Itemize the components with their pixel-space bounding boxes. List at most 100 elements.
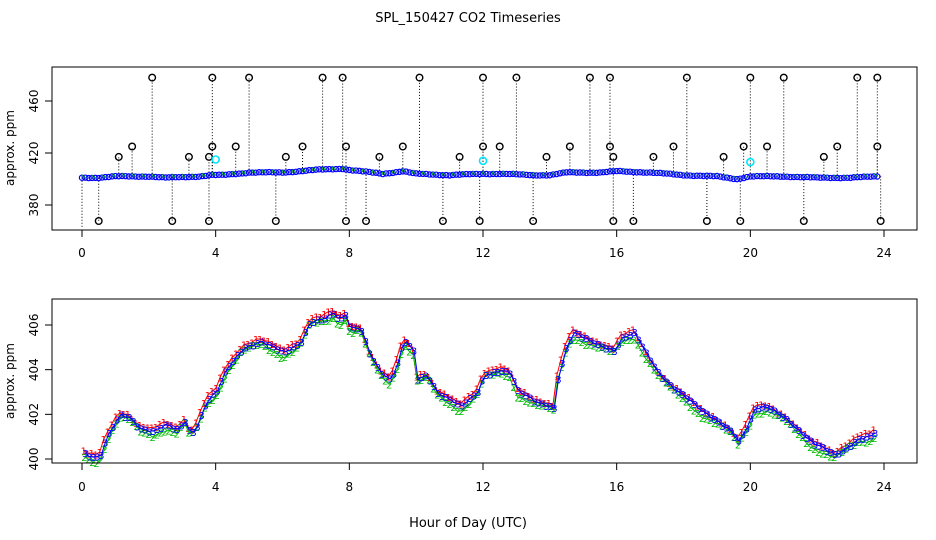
baseline-point [399,168,406,175]
series-point-2: 2 [294,344,300,355]
baseline-point [339,165,346,173]
baseline-point [336,165,343,173]
series-point-3: 3 [808,437,814,448]
series-point-3: 3 [222,367,228,378]
baseline-point [623,168,630,175]
baseline-point [626,168,634,175]
series-point-1: 1 [93,450,99,461]
baseline-point [730,175,737,183]
series-point-1: 1 [746,411,752,422]
series-point-3: 3 [303,328,309,339]
series-point-1: 1 [225,360,231,371]
series-point-3: 3 [812,440,818,451]
baseline-point [359,168,366,175]
series-point-3: 3 [708,413,714,424]
series-point-3: 3 [716,418,722,429]
baseline-point [763,172,771,180]
outlier-mid-point [739,142,748,151]
baseline-point [479,170,487,178]
series-point-2: 2 [133,422,139,433]
series-point-3: 3 [82,449,88,460]
baseline-point [596,169,604,176]
series-point-3: 3 [158,424,164,435]
baseline-point [570,169,577,176]
series-point-2: 2 [354,326,360,337]
series-point-1: 1 [201,399,207,410]
series-point-3: 3 [752,406,758,417]
baseline-point [556,170,564,177]
baseline-point [132,173,139,180]
series-point-2: 2 [350,329,356,340]
series-point-2: 2 [89,458,95,469]
baseline-point [800,173,808,181]
series-point-1: 1 [838,443,844,454]
series-point-2: 2 [831,453,837,464]
baseline-point [265,168,273,176]
baseline-point [205,172,213,179]
series-point-2: 2 [571,336,577,347]
series-point-3: 3 [251,342,257,353]
series-point-2: 2 [619,338,625,349]
baseline-point [777,173,784,180]
outlier-mid-point [565,142,574,151]
series-point-1: 1 [105,427,111,438]
series-point-2: 2 [438,394,444,405]
baseline-point [690,172,697,180]
series-point-1: 1 [686,393,692,404]
series-point-3: 3 [255,339,261,350]
series-point-2: 2 [390,373,396,384]
baseline-point [509,170,517,178]
series-point-3: 3 [295,341,301,352]
series-point-3: 3 [672,386,678,397]
baseline-point [332,165,340,173]
series-point-2: 2 [795,430,801,441]
series-point-2: 2 [454,407,460,418]
series-point-3: 3 [824,447,830,458]
series-point-2: 2 [81,453,87,464]
series-point-2: 2 [611,347,617,358]
series-point-2: 2 [534,401,540,412]
series-point-2: 2 [871,434,877,445]
series-point-2: 2 [418,376,424,387]
series-point-2: 2 [234,355,240,366]
series-point-2: 2 [859,437,865,448]
baseline-point [539,172,547,179]
series-point-2: 2 [510,383,516,394]
baseline-point [392,168,400,176]
baseline-point [867,173,874,180]
baseline-point [105,173,112,181]
series-point-1: 1 [866,429,872,440]
series-point-2: 2 [530,399,536,410]
series-point-3: 3 [788,420,794,431]
series-point-1: 1 [522,388,528,399]
series-point-1: 1 [257,335,263,346]
series-point-3: 3 [102,439,108,450]
baseline-point [285,168,293,176]
baseline-point [813,174,821,181]
series-point-3: 3 [194,422,200,433]
series-point-3: 3 [451,399,457,410]
series-point-3: 3 [122,413,128,424]
outlier-mid-point [184,152,193,161]
series-point-2: 2 [109,426,115,437]
bottom-y-tick-label: 400 [27,448,41,471]
baseline-point [700,172,707,180]
series-point-3: 3 [583,334,589,345]
outlier-mid-point [398,142,407,151]
series-point-2: 2 [402,342,408,353]
baseline-point [118,172,126,180]
outlier-mid-point [455,152,464,161]
baseline-point [743,173,751,181]
baseline-point [606,168,614,175]
series-point-1: 1 [293,339,299,350]
series-point-1: 1 [710,412,716,423]
series-point-2: 2 [783,417,789,428]
baseline-point [803,173,811,181]
series-point-2: 2 [113,420,119,431]
series-point-3: 3 [704,410,710,421]
bottom-data-layer: 1111111111111111111111111111111111111111… [80,307,878,470]
series-point-3: 3 [319,315,325,326]
series-point-2: 2 [538,401,544,412]
series-point-3: 3 [611,347,617,358]
